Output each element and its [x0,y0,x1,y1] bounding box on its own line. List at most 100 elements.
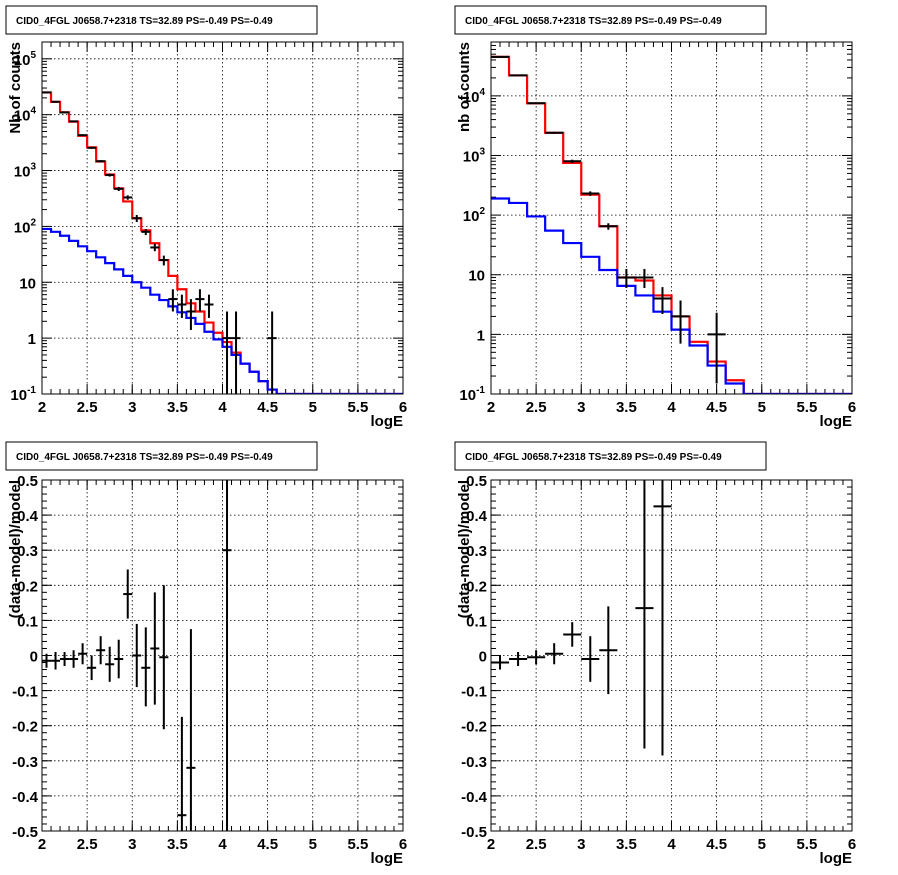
y-tick-label: -0.3 [461,754,487,771]
data-point [204,294,214,318]
series-step-red [491,55,852,394]
x-tick-label: 5 [309,836,317,853]
data-point [159,255,169,266]
x-tick-label: 6 [399,836,407,853]
x-tick-label: 2.5 [77,836,98,853]
data-point [527,102,546,105]
y-tick-label: 104 [463,87,486,106]
data-point [51,651,61,670]
data-point [96,636,106,665]
data-point [222,311,232,394]
x-tick-label: 4.5 [257,399,278,416]
title-box [5,5,318,35]
y-tick-label: 10-1 [10,385,36,404]
data-point [545,131,564,134]
data-point [96,160,106,163]
data-point [177,716,187,831]
data-point [581,191,600,196]
series-step-blue [491,197,852,394]
data-point [60,111,70,114]
y-tick-label: 103 [463,146,486,165]
title-box [454,5,767,35]
chart-title: CID0_4FGL J0658.7+2318 TS=32.89 PS=-0.49… [16,16,273,27]
data-point [78,134,88,137]
plot-frame [490,479,853,832]
data-point [635,480,654,749]
x-tick-label: 2.5 [77,399,98,416]
x-tick-label: 6 [848,399,856,416]
chart-title: CID0_4FGL J0658.7+2318 TS=32.89 PS=-0.49… [465,16,722,27]
x-tick-label: 5 [758,836,766,853]
y-axis-label: Nb of counts [7,42,24,134]
data-point [141,228,151,236]
y-tick-label: 0 [479,649,487,666]
title-box [5,441,318,471]
data-point [527,650,546,665]
plot-area [42,480,232,831]
data-point [42,653,52,668]
y-tick-label: -0.2 [461,719,487,736]
data-point [150,243,160,252]
y-tick-label: -0.5 [12,824,38,841]
x-tick-label: 4.5 [257,836,278,853]
data-point [69,120,79,123]
y-axis-label: (data-model)/model [7,480,24,618]
x-tick-label: 5.5 [796,399,817,416]
data-point [491,55,510,58]
y-tick-label: 102 [14,217,37,236]
data-point [159,585,169,730]
y-tick-label: -0.1 [461,684,487,701]
data-point [195,289,205,312]
y-tick-label: -0.2 [12,719,38,736]
data-point [150,592,160,705]
y-tick-label: 0.5 [466,473,487,490]
data-point [231,311,241,394]
x-tick-label: 4 [218,836,227,853]
y-tick-label: 1 [28,331,36,348]
y-tick-label: 0.3 [17,543,38,560]
x-axis-label: logE [820,413,853,430]
panel-top-left: CID0_4FGL J0658.7+2318 TS=32.89 PS=-0.49… [5,5,407,430]
x-tick-label: 3 [128,399,136,416]
y-tick-label: 0.2 [17,578,38,595]
y-tick-label: 0.4 [17,508,39,525]
x-tick-label: 2.5 [526,836,547,853]
x-tick-label: 3 [577,836,585,853]
data-point [132,215,142,222]
x-tick-label: 3.5 [167,836,188,853]
x-tick-label: 3.5 [616,399,637,416]
x-tick-label: 5.5 [347,399,368,416]
x-tick-label: 2.5 [526,399,547,416]
y-tick-label: 104 [14,106,37,125]
data-point [114,639,124,679]
y-tick-label: 10 [468,268,485,285]
data-point [177,294,187,318]
x-tick-label: 3 [577,399,585,416]
y-axis-label: (data-model)/model [456,480,473,618]
title-box [454,441,767,471]
x-tick-label: 5.5 [347,836,368,853]
data-point [132,623,142,688]
x-tick-label: 4.5 [706,399,727,416]
data-point [491,655,510,670]
data-point [186,299,196,330]
y-tick-label: 1 [477,327,485,344]
chart-title: CID0_4FGL J0658.7+2318 TS=32.89 PS=-0.49… [16,452,273,463]
x-tick-label: 5 [758,399,766,416]
x-tick-label: 3 [128,836,136,853]
x-tick-label: 3.5 [616,836,637,853]
data-point [123,569,133,619]
x-tick-label: 4.5 [706,836,727,853]
data-point [105,646,115,682]
x-tick-label: 4 [667,399,676,416]
y-tick-label: 0.2 [466,578,487,595]
data-point [60,651,70,667]
data-point [653,480,672,756]
plot-frame [41,479,404,832]
data-point [267,311,277,394]
plot-frame [41,41,404,395]
x-axis-label: logE [820,850,853,867]
data-point [581,636,600,682]
data-point [222,480,232,831]
